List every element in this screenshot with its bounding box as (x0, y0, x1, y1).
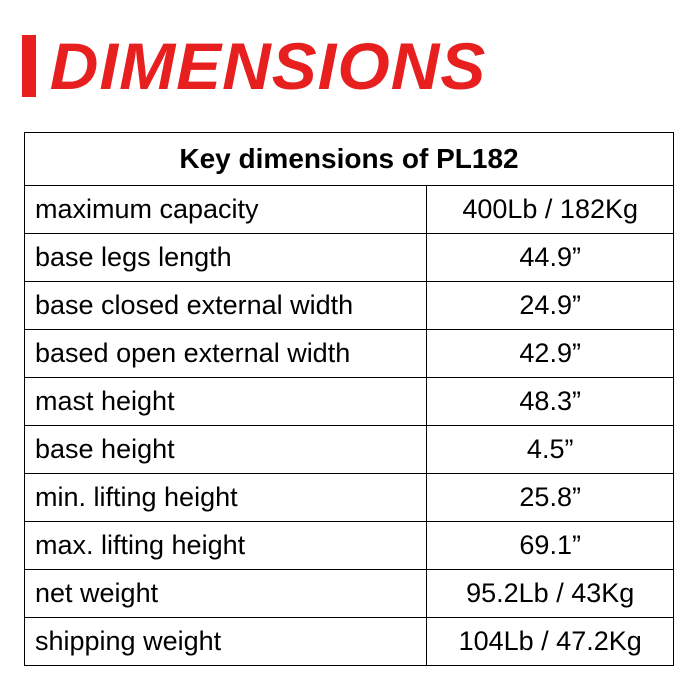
table-row: mast height 48.3” (25, 378, 674, 426)
section-heading: DIMENSIONS (22, 28, 678, 104)
table-row: base closed external width 24.9” (25, 282, 674, 330)
heading-accent-bar (22, 35, 36, 97)
spec-value: 25.8” (427, 474, 674, 522)
spec-value: 95.2Lb / 43Kg (427, 570, 674, 618)
heading-text: DIMENSIONS (50, 28, 487, 104)
table-row: base legs length 44.9” (25, 234, 674, 282)
spec-label: maximum capacity (25, 186, 427, 234)
table-row: maximum capacity 400Lb / 182Kg (25, 186, 674, 234)
table-row: min. lifting height 25.8” (25, 474, 674, 522)
table-title: Key dimensions of PL182 (25, 133, 674, 186)
table-row: max. lifting height 69.1” (25, 522, 674, 570)
spec-label: shipping weight (25, 618, 427, 666)
spec-value: 24.9” (427, 282, 674, 330)
spec-value: 48.3” (427, 378, 674, 426)
spec-value: 400Lb / 182Kg (427, 186, 674, 234)
spec-value: 69.1” (427, 522, 674, 570)
spec-value: 104Lb / 47.2Kg (427, 618, 674, 666)
spec-label: net weight (25, 570, 427, 618)
spec-value: 44.9” (427, 234, 674, 282)
table-row: shipping weight 104Lb / 47.2Kg (25, 618, 674, 666)
spec-label: max. lifting height (25, 522, 427, 570)
dimensions-table: Key dimensions of PL182 maximum capacity… (24, 132, 674, 666)
spec-label: min. lifting height (25, 474, 427, 522)
spec-label: base closed external width (25, 282, 427, 330)
spec-value: 4.5” (427, 426, 674, 474)
spec-label: base height (25, 426, 427, 474)
spec-value: 42.9” (427, 330, 674, 378)
table-row: net weight 95.2Lb / 43Kg (25, 570, 674, 618)
table-row: based open external width 42.9” (25, 330, 674, 378)
spec-label: based open external width (25, 330, 427, 378)
table-title-row: Key dimensions of PL182 (25, 133, 674, 186)
table-row: base height 4.5” (25, 426, 674, 474)
spec-label: mast height (25, 378, 427, 426)
spec-label: base legs length (25, 234, 427, 282)
table-body: maximum capacity 400Lb / 182Kg base legs… (25, 186, 674, 666)
